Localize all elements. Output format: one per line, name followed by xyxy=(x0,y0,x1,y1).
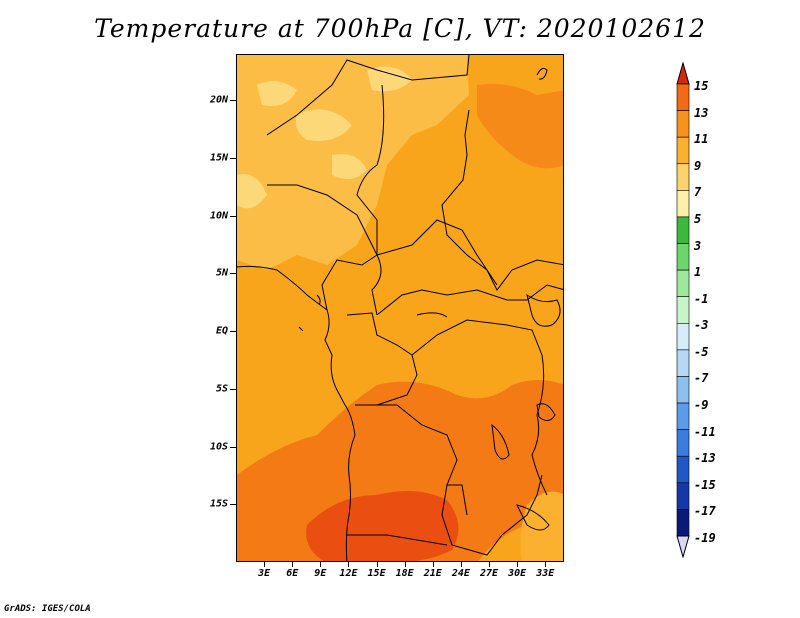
lat-tick xyxy=(230,100,236,102)
lon-tick xyxy=(376,562,378,567)
lat-tick xyxy=(230,331,236,333)
lat-tick xyxy=(230,215,236,217)
lon-label: 3E xyxy=(258,568,271,579)
field-9-11-southeast xyxy=(520,491,563,561)
colorbar-segment xyxy=(676,83,690,111)
field-5-7-patch xyxy=(332,154,367,179)
colorbar-level-label: 13 xyxy=(694,105,709,120)
colorbar-level-label: -1 xyxy=(694,291,709,306)
lon-label: 9E xyxy=(314,568,327,579)
colorbar-level-label: -3 xyxy=(694,318,709,333)
lon-label: 27E xyxy=(479,568,499,579)
colorbar-segment xyxy=(676,296,690,324)
colorbar-segment xyxy=(676,349,690,377)
lon-label: 21E xyxy=(423,568,442,579)
colorbar-level-label: 11 xyxy=(694,132,709,147)
lon-label: 30E xyxy=(508,568,527,579)
lon-tick xyxy=(489,562,491,567)
colorbar-segment xyxy=(676,216,690,244)
colorbar-level-label: 15 xyxy=(694,79,709,93)
colorbar-bottom-arrow xyxy=(676,535,690,558)
temperature-map xyxy=(236,54,564,562)
lon-tick xyxy=(348,562,350,567)
lat-label: 15N xyxy=(209,152,228,164)
lon-label: 24E xyxy=(451,568,470,579)
colorbar-segment xyxy=(676,243,690,271)
lon-tick xyxy=(264,562,266,567)
lat-label: 15S xyxy=(209,498,228,510)
colorbar-segment xyxy=(676,482,690,510)
colorbar-level-label: 3 xyxy=(694,238,702,253)
lat-label: 5S xyxy=(215,383,228,395)
colorbar-level-label: 7 xyxy=(694,185,702,200)
colorbar-level-label: -15 xyxy=(694,477,716,492)
colorbar xyxy=(676,62,690,558)
colorbar-level-label: -11 xyxy=(694,424,716,439)
colorbar-segment xyxy=(676,322,690,351)
colorbar-segment xyxy=(676,190,690,218)
colorbar-segment xyxy=(676,376,690,404)
map-title: Temperature at 700hPa [C], VT: 202010261… xyxy=(94,14,706,43)
lat-tick xyxy=(230,446,236,448)
colorbar-segment xyxy=(676,402,690,430)
lon-tick xyxy=(432,562,434,567)
lat-label: 5N xyxy=(215,267,228,279)
lat-tick xyxy=(230,157,236,159)
colorbar-top-arrow xyxy=(676,62,690,85)
lon-tick xyxy=(320,562,322,567)
colorbar-level-label: 9 xyxy=(694,158,702,173)
colorbar-segment xyxy=(676,269,690,298)
lat-label: 20N xyxy=(209,94,228,106)
lat-label: EQ xyxy=(215,325,228,337)
colorbar-segment xyxy=(676,455,690,484)
map-canvas xyxy=(237,55,563,561)
colorbar-segment xyxy=(676,429,690,457)
lon-label: 18E xyxy=(395,568,414,579)
colorbar-segment xyxy=(676,163,690,191)
grads-credit: GrADS: IGES/COLA xyxy=(4,604,91,614)
lat-tick xyxy=(230,273,236,275)
field-5-7-patch xyxy=(237,174,267,209)
lon-label: 12E xyxy=(339,568,358,579)
lon-tick xyxy=(292,562,294,567)
field-11-13-northeast xyxy=(477,83,563,169)
colorbar-level-label: -17 xyxy=(694,504,716,519)
lon-tick xyxy=(545,562,547,567)
lon-label: 15E xyxy=(367,568,386,579)
field-5-7-patch xyxy=(257,81,297,106)
field-5-7-patch xyxy=(367,66,412,92)
colorbar-level-label: -7 xyxy=(694,371,709,386)
lon-label: 33E xyxy=(536,568,555,579)
lon-tick xyxy=(404,562,406,567)
lat-label: 10S xyxy=(209,441,228,453)
country-borders xyxy=(237,55,563,561)
colorbar-level-label: -13 xyxy=(694,451,716,466)
field-5-7-patch xyxy=(295,109,352,141)
colorbar-level-label: 1 xyxy=(694,265,702,280)
lat-label: 10N xyxy=(209,210,228,222)
colorbar-level-label: -9 xyxy=(694,398,709,413)
lat-tick xyxy=(230,388,236,390)
colorbar-level-label: 5 xyxy=(694,211,702,226)
colorbar-level-label: -19 xyxy=(694,531,716,545)
field-13-15-core xyxy=(306,491,459,561)
colorbar-level-label: -5 xyxy=(694,344,709,359)
lon-tick xyxy=(460,562,462,567)
lat-tick xyxy=(230,504,236,506)
colorbar-segment xyxy=(676,110,690,138)
colorbar-segment xyxy=(676,136,690,165)
colorbar-segment xyxy=(676,509,690,537)
lon-label: 6E xyxy=(286,568,299,579)
lon-tick xyxy=(517,562,519,567)
